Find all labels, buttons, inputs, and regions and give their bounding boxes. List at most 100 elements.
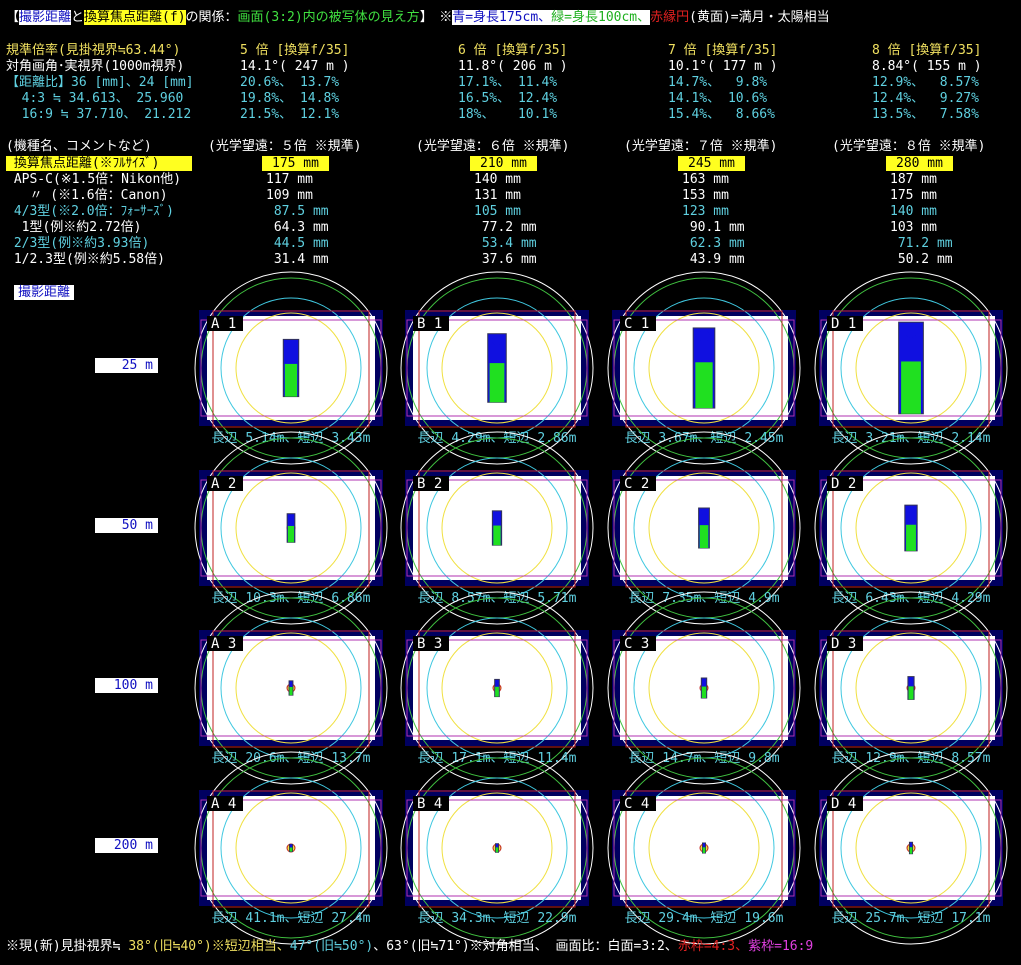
frame-4-3 [832, 470, 990, 588]
panel-caption: 長辺 41.1m、短辺 27.4m [212, 911, 371, 926]
sensor-label: 〃 (※1.6倍：Canon) [6, 188, 168, 203]
panel-id-badge [827, 796, 863, 811]
header-and: と [71, 10, 85, 25]
field-circle-outer [607, 591, 801, 785]
panel-id: C 4 [624, 796, 649, 812]
field-circle-47 [840, 777, 982, 919]
frame-16-9 [406, 639, 588, 737]
panel-id: A 1 [211, 316, 236, 332]
header-close: 】 ※ [419, 10, 453, 25]
panel-id: B 1 [417, 316, 442, 332]
frame-16-9 [406, 479, 588, 577]
panel-caption: 長辺 29.4m、短辺 19.6m [625, 911, 784, 926]
panel-id: D 4 [831, 796, 856, 812]
head [702, 678, 706, 682]
panel: A 2長辺 10.3m、短辺 6.86m [194, 431, 388, 625]
panel-id-badge [620, 476, 656, 491]
panel-id: A 4 [211, 796, 236, 812]
person-100cm-icon [493, 525, 501, 546]
panel-id-badge [827, 636, 863, 651]
head [910, 842, 912, 845]
focal-length-value: 163 mm [682, 172, 729, 187]
field-circle-outer [814, 591, 1008, 785]
focal-length-value: 43.9 mm [682, 252, 745, 267]
panel-id: B 4 [417, 796, 442, 812]
field-circle-38 [648, 312, 760, 424]
frame-16-9 [820, 319, 1002, 417]
frame-16-9 [406, 799, 588, 897]
panel: B 1長辺 4.29m、短辺 2.86m [400, 271, 594, 465]
panel: A 1長辺 5.14m、短辺 3.43m [194, 271, 388, 465]
distance-label: 50 m [95, 518, 158, 533]
field-circle-outer [814, 431, 1008, 625]
spec-label: 16:9 ≒ 37.710、 21.212 [6, 107, 192, 122]
distance-title: 撮影距離 [14, 285, 75, 300]
frame-4-3 [625, 310, 783, 428]
head [289, 514, 293, 519]
focal-length-value: 50.2 mm [890, 252, 953, 267]
spec-value: 14.7%、 9.8% [668, 75, 768, 90]
column-header: (光学望遠：５倍 ※規準) [208, 139, 362, 154]
frame-16-9 [613, 639, 795, 737]
footer: ※現(新)見掛視界≒ 38°(旧≒40°)※短辺相当、47°(旧≒50°)、63… [6, 939, 813, 954]
spec-value: 20.6%、 13.7% [240, 75, 340, 90]
sensor-label: 1/2.3型(例※約5.58倍) [6, 252, 165, 267]
spec-value: 8.84°( 155 m ) [872, 59, 982, 74]
field-circle-38 [855, 632, 967, 744]
field-circle-38 [235, 472, 347, 584]
field-circle-38 [441, 632, 553, 744]
field-circle-outer [194, 751, 388, 945]
person-100cm-icon [699, 525, 709, 548]
panel-id-badge [827, 476, 863, 491]
frame-4-3 [625, 470, 783, 588]
spec-value: 18%、 10.1% [458, 107, 558, 122]
head [494, 511, 500, 517]
head [495, 679, 499, 683]
sensor-label: 換算焦点距離(※ﾌﾙｻｲｽﾞ) [6, 156, 192, 171]
focal-length-value: 140 mm [474, 172, 521, 187]
field-circle-38 [441, 472, 553, 584]
field-circle-47 [633, 777, 775, 919]
spec-value: 13.5%、 7.58% [872, 107, 979, 122]
footer-43: 赤枠=4:3、 [677, 939, 749, 954]
field-circle-outer [814, 271, 1008, 465]
spec-label: 4:3 ≒ 34.613、 25.960 [6, 91, 184, 106]
column-header: (光学望遠：７倍 ※規準) [624, 139, 778, 154]
spec-value: 16.5%、 12.4% [458, 91, 558, 106]
field-circle-outer [607, 431, 801, 625]
field-circle-38 [855, 312, 967, 424]
person-100cm-icon [284, 363, 298, 397]
focal-length-value: 245 mm [678, 156, 745, 171]
head [492, 335, 502, 346]
footer-169: 紫枠=16:9 [748, 939, 814, 954]
panel: A 3長辺 20.6m、短辺 13.7m [194, 591, 388, 785]
field-circle-38 [648, 472, 760, 584]
focal-length-value: 90.1 mm [682, 220, 745, 235]
focal-length-value: 62.3 mm [682, 236, 745, 251]
person-100cm-icon [909, 847, 913, 854]
person-100cm-icon [495, 686, 499, 697]
frame-4-3 [832, 790, 990, 908]
field-circle-38 [855, 792, 967, 904]
spec-label: 規準倍率(見掛視界≒63.44°) [6, 43, 181, 58]
person-100cm-icon [695, 362, 713, 409]
frame-4-3 [418, 310, 576, 428]
panel-id-badge [413, 636, 449, 651]
person-100cm-icon [495, 847, 499, 853]
panel-id: B 2 [417, 476, 442, 492]
panel-id: C 1 [624, 316, 649, 332]
head [703, 843, 705, 845]
focal-length-value: 109 mm [266, 188, 313, 203]
field-circle-38 [648, 792, 760, 904]
panel-id: A 3 [211, 636, 236, 652]
frame-16-9 [200, 479, 382, 577]
header-description: 画面(3:2)内の被写体の見え方 [237, 10, 420, 25]
panel: B 2長辺 8.57m、短辺 5.71m [400, 431, 594, 625]
field-circle-38 [441, 792, 553, 904]
frame-4-3 [832, 630, 990, 748]
frame-16-9 [200, 639, 382, 737]
head [698, 330, 710, 342]
panel-id-badge [620, 796, 656, 811]
panel-id-badge [207, 476, 243, 491]
field-circle-38 [235, 312, 347, 424]
